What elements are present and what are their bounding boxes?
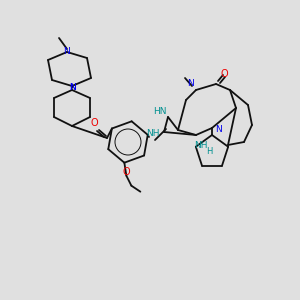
Text: N: N [187,79,194,88]
Text: N: N [214,125,221,134]
Text: N: N [69,83,75,92]
Text: NH: NH [194,140,208,149]
Text: NH: NH [146,128,160,137]
Text: N: N [64,46,70,56]
Text: HN: HN [153,107,167,116]
Text: O: O [122,167,130,177]
Text: O: O [90,118,98,128]
Text: O: O [220,69,228,79]
Text: H: H [206,148,212,157]
Text: N: N [69,82,75,91]
